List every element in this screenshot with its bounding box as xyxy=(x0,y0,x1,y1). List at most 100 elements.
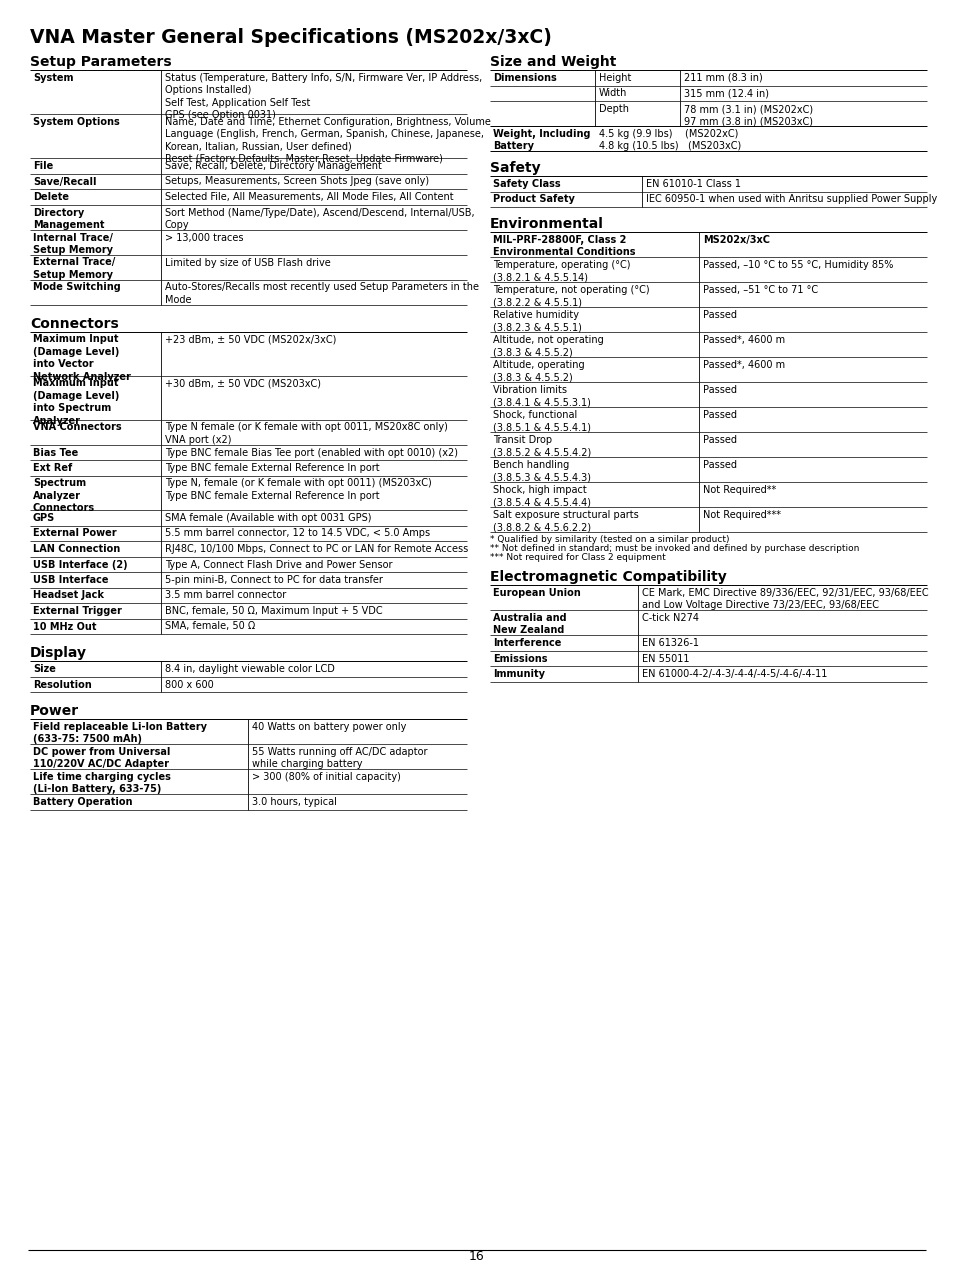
Text: * Qualified by similarity (tested on a similar product): * Qualified by similarity (tested on a s… xyxy=(490,536,729,544)
Text: LAN Connection: LAN Connection xyxy=(33,544,120,555)
Text: Mode Switching: Mode Switching xyxy=(33,282,121,293)
Text: Save/Recall: Save/Recall xyxy=(33,177,96,187)
Text: MS202x/3xC: MS202x/3xC xyxy=(702,235,769,245)
Text: EN 61326-1: EN 61326-1 xyxy=(641,639,699,647)
Text: 55 Watts running off AC/DC adaptor
while charging battery: 55 Watts running off AC/DC adaptor while… xyxy=(252,747,427,770)
Text: 5.5 mm barrel connector, 12 to 14.5 VDC, < 5.0 Amps: 5.5 mm barrel connector, 12 to 14.5 VDC,… xyxy=(165,528,430,538)
Text: 8.4 in, daylight viewable color LCD: 8.4 in, daylight viewable color LCD xyxy=(165,664,335,674)
Text: EN 61000-4-2/-4-3/-4-4/-4-5/-4-6/-4-11: EN 61000-4-2/-4-3/-4-4/-4-5/-4-6/-4-11 xyxy=(641,669,826,679)
Text: > 300 (80% of initial capacity): > 300 (80% of initial capacity) xyxy=(252,772,400,782)
Text: Electromagnetic Compatibility: Electromagnetic Compatibility xyxy=(490,570,726,584)
Text: Relative humidity
(3.8.2.3 & 4.5.5.1): Relative humidity (3.8.2.3 & 4.5.5.1) xyxy=(493,310,581,332)
Text: +30 dBm, ± 50 VDC (MS203xC): +30 dBm, ± 50 VDC (MS203xC) xyxy=(165,379,320,388)
Text: Product Safety: Product Safety xyxy=(493,195,575,205)
Text: Ext Ref: Ext Ref xyxy=(33,463,72,473)
Text: Type BNC female Bias Tee port (enabled with opt 0010) (x2): Type BNC female Bias Tee port (enabled w… xyxy=(165,448,457,458)
Text: Temperature, operating (°C)
(3.8.2.1 & 4.5.5.14): Temperature, operating (°C) (3.8.2.1 & 4… xyxy=(493,259,630,282)
Text: Size and Weight: Size and Weight xyxy=(490,55,616,69)
Text: Interference: Interference xyxy=(493,639,560,647)
Text: Shock, functional
(3.8.5.1 & 4.5.5.4.1): Shock, functional (3.8.5.1 & 4.5.5.4.1) xyxy=(493,410,590,432)
Text: > 13,000 traces: > 13,000 traces xyxy=(165,233,243,243)
Text: Resolution: Resolution xyxy=(33,679,91,689)
Text: ** Not defined in standard; must be invoked and defined by purchase description: ** Not defined in standard; must be invo… xyxy=(490,544,859,553)
Text: 10 MHz Out: 10 MHz Out xyxy=(33,622,96,631)
Text: Delete: Delete xyxy=(33,192,69,202)
Text: Spectrum
Analyzer
Connectors: Spectrum Analyzer Connectors xyxy=(33,478,95,514)
Text: 211 mm (8.3 in): 211 mm (8.3 in) xyxy=(683,73,762,83)
Text: 40 Watts on battery power only: 40 Watts on battery power only xyxy=(252,722,406,731)
Text: Battery Operation: Battery Operation xyxy=(33,798,132,806)
Text: Type BNC female External Reference In port: Type BNC female External Reference In po… xyxy=(165,463,379,473)
Text: Power: Power xyxy=(30,703,79,717)
Text: Connectors: Connectors xyxy=(30,317,118,331)
Text: Safety Class: Safety Class xyxy=(493,179,560,190)
Text: 3.0 hours, typical: 3.0 hours, typical xyxy=(252,798,336,806)
Text: Passed: Passed xyxy=(702,435,737,445)
Text: Life time charging cycles
(Li-Ion Battery, 633-75): Life time charging cycles (Li-Ion Batter… xyxy=(33,772,171,795)
Text: Australia and
New Zealand: Australia and New Zealand xyxy=(493,613,566,636)
Text: Bench handling
(3.8.5.3 & 4.5.5.4.3): Bench handling (3.8.5.3 & 4.5.5.4.3) xyxy=(493,460,590,482)
Text: Setups, Measurements, Screen Shots Jpeg (save only): Setups, Measurements, Screen Shots Jpeg … xyxy=(165,177,429,187)
Text: 3.5 mm barrel connector: 3.5 mm barrel connector xyxy=(165,590,286,600)
Text: External Power: External Power xyxy=(33,528,116,538)
Text: Directory
Management: Directory Management xyxy=(33,207,105,230)
Text: Passed: Passed xyxy=(702,385,737,396)
Text: 4.5 kg (9.9 lbs)    (MS202xC)
4.8 kg (10.5 lbs)   (MS203xC): 4.5 kg (9.9 lbs) (MS202xC) 4.8 kg (10.5 … xyxy=(598,128,740,151)
Text: Transit Drop
(3.8.5.2 & 4.5.5.4.2): Transit Drop (3.8.5.2 & 4.5.5.4.2) xyxy=(493,435,591,458)
Text: GPS: GPS xyxy=(33,513,55,523)
Text: 5-pin mini-B, Connect to PC for data transfer: 5-pin mini-B, Connect to PC for data tra… xyxy=(165,575,382,585)
Text: Status (Temperature, Battery Info, S/N, Firmware Ver, IP Address,
Options Instal: Status (Temperature, Battery Info, S/N, … xyxy=(165,73,482,120)
Text: VNA Connectors: VNA Connectors xyxy=(33,422,121,432)
Text: System Options: System Options xyxy=(33,117,120,127)
Text: C-tick N274: C-tick N274 xyxy=(641,613,699,623)
Text: Altitude, operating
(3.8.3 & 4.5.5.2): Altitude, operating (3.8.3 & 4.5.5.2) xyxy=(493,360,584,383)
Text: Auto-Stores/Recalls most recently used Setup Parameters in the
Mode: Auto-Stores/Recalls most recently used S… xyxy=(165,282,478,305)
Text: Headset Jack: Headset Jack xyxy=(33,590,104,600)
Text: System: System xyxy=(33,73,73,83)
Text: External Trace/
Setup Memory: External Trace/ Setup Memory xyxy=(33,257,115,280)
Text: IEC 60950-1 when used with Anritsu supplied Power Supply: IEC 60950-1 when used with Anritsu suppl… xyxy=(645,195,936,205)
Text: 315 mm (12.4 in): 315 mm (12.4 in) xyxy=(683,89,768,98)
Text: Temperature, not operating (°C)
(3.8.2.2 & 4.5.5.1): Temperature, not operating (°C) (3.8.2.2… xyxy=(493,285,649,308)
Text: VNA Master General Specifications (MS202x/3xC): VNA Master General Specifications (MS202… xyxy=(30,28,551,47)
Text: Bias Tee: Bias Tee xyxy=(33,448,78,458)
Text: Maximum Input
(Damage Level)
into Spectrum
Analyzer: Maximum Input (Damage Level) into Spectr… xyxy=(33,379,119,426)
Text: Passed, –51 °C to 71 °C: Passed, –51 °C to 71 °C xyxy=(702,285,818,295)
Text: Passed*, 4600 m: Passed*, 4600 m xyxy=(702,360,784,370)
Text: Weight, Including
Battery: Weight, Including Battery xyxy=(493,128,590,151)
Text: Immunity: Immunity xyxy=(493,669,544,679)
Text: SMA female (Available with opt 0031 GPS): SMA female (Available with opt 0031 GPS) xyxy=(165,513,371,523)
Text: File: File xyxy=(33,162,53,170)
Text: Setup Parameters: Setup Parameters xyxy=(30,55,172,69)
Text: Save, Recall, Delete, Directory Management: Save, Recall, Delete, Directory Manageme… xyxy=(165,162,381,170)
Text: 78 mm (3.1 in) (MS202xC)
97 mm (3.8 in) (MS203xC): 78 mm (3.1 in) (MS202xC) 97 mm (3.8 in) … xyxy=(683,104,812,126)
Text: 800 x 600: 800 x 600 xyxy=(165,679,213,689)
Text: Emissions: Emissions xyxy=(493,654,547,664)
Text: Passed, –10 °C to 55 °C, Humidity 85%: Passed, –10 °C to 55 °C, Humidity 85% xyxy=(702,259,892,270)
Text: DC power from Universal
110/220V AC/DC Adapter: DC power from Universal 110/220V AC/DC A… xyxy=(33,747,171,770)
Text: Limited by size of USB Flash drive: Limited by size of USB Flash drive xyxy=(165,257,331,267)
Text: Salt exposure structural parts
(3.8.8.2 & 4.5.6.2.2): Salt exposure structural parts (3.8.8.2 … xyxy=(493,510,639,533)
Text: Type A, Connect Flash Drive and Power Sensor: Type A, Connect Flash Drive and Power Se… xyxy=(165,560,392,570)
Text: USB Interface (2): USB Interface (2) xyxy=(33,560,128,570)
Text: Vibration limits
(3.8.4.1 & 4.5.5.3.1): Vibration limits (3.8.4.1 & 4.5.5.3.1) xyxy=(493,385,590,407)
Text: Not Required**: Not Required** xyxy=(702,485,776,495)
Text: Altitude, not operating
(3.8.3 & 4.5.5.2): Altitude, not operating (3.8.3 & 4.5.5.2… xyxy=(493,335,603,357)
Text: Passed: Passed xyxy=(702,410,737,420)
Text: Height: Height xyxy=(598,73,631,83)
Text: Field replaceable Li-Ion Battery
(633-75: 7500 mAh): Field replaceable Li-Ion Battery (633-75… xyxy=(33,722,207,744)
Text: External Trigger: External Trigger xyxy=(33,605,122,616)
Text: Name, Date and Time, Ethernet Configuration, Brightness, Volume
Language (Englis: Name, Date and Time, Ethernet Configurat… xyxy=(165,117,491,164)
Text: Passed: Passed xyxy=(702,310,737,321)
Text: BNC, female, 50 Ω, Maximum Input + 5 VDC: BNC, female, 50 Ω, Maximum Input + 5 VDC xyxy=(165,605,382,616)
Text: *** Not required for Class 2 equipment: *** Not required for Class 2 equipment xyxy=(490,553,665,562)
Text: Safety: Safety xyxy=(490,162,540,176)
Text: Passed: Passed xyxy=(702,460,737,469)
Text: European Union: European Union xyxy=(493,588,580,598)
Text: Type N female (or K female with opt 0011, MS20x8C only)
VNA port (x2): Type N female (or K female with opt 0011… xyxy=(165,422,447,445)
Text: Environmental: Environmental xyxy=(490,218,603,232)
Text: +23 dBm, ± 50 VDC (MS202x/3xC): +23 dBm, ± 50 VDC (MS202x/3xC) xyxy=(165,335,336,345)
Text: EN 55011: EN 55011 xyxy=(641,654,689,664)
Text: Internal Trace/
Setup Memory: Internal Trace/ Setup Memory xyxy=(33,233,112,254)
Text: 16: 16 xyxy=(469,1250,484,1263)
